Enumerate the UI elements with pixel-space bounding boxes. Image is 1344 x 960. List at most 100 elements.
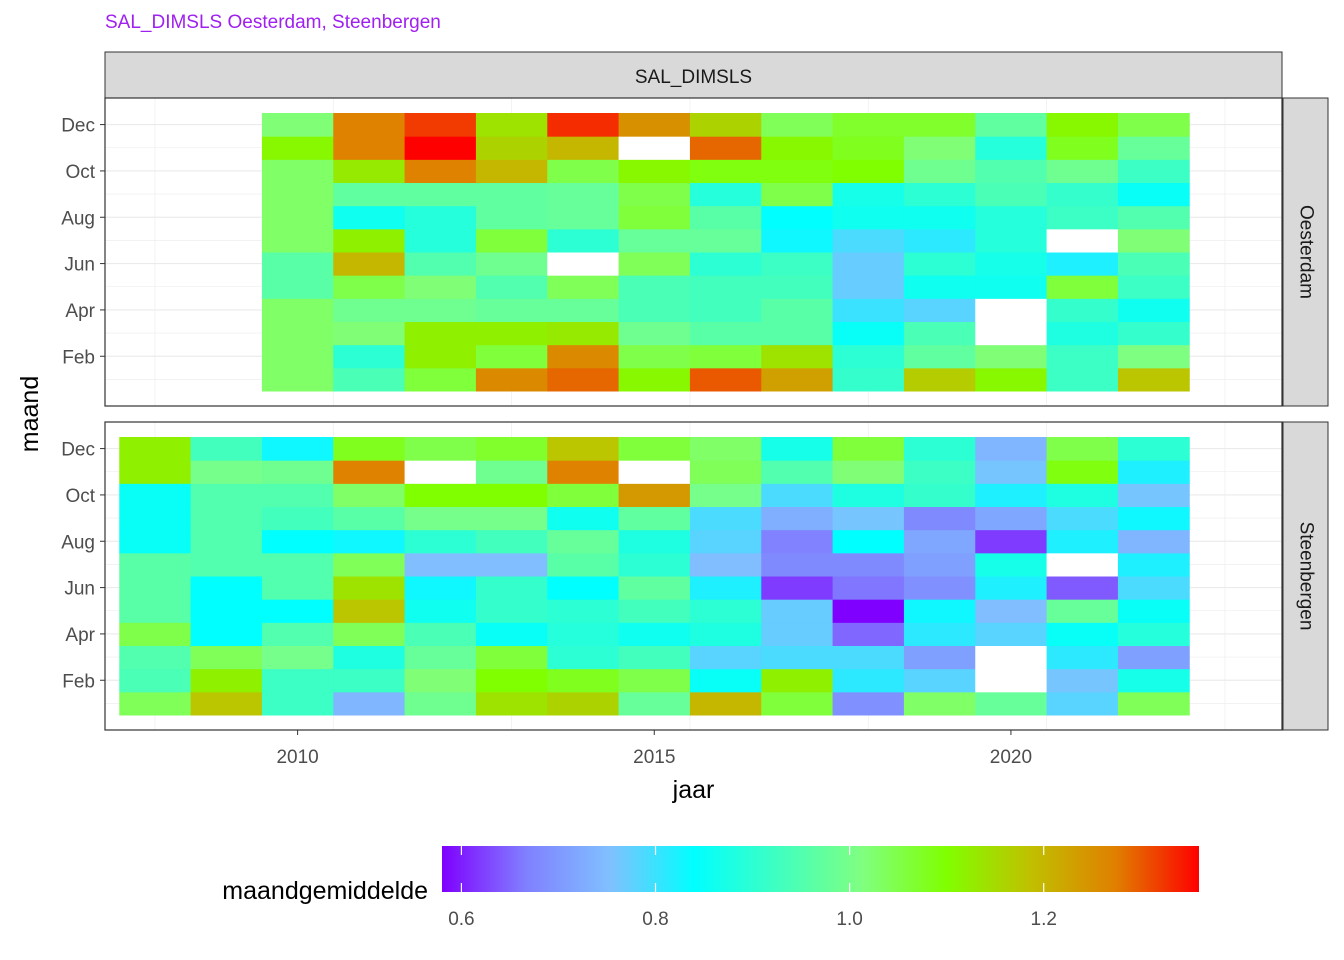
heatmap-cell [832, 275, 905, 299]
heatmap-cell [903, 622, 976, 646]
heatmap-cell [547, 529, 620, 554]
heatmap-cell [1117, 599, 1190, 623]
heatmap-cell [689, 159, 762, 183]
heatmap-cell [547, 321, 620, 346]
heatmap-cell [261, 159, 334, 183]
heatmap-cell [404, 113, 477, 137]
heatmap-cell [975, 136, 1048, 160]
heatmap-cell [404, 483, 477, 507]
heatmap-cell [832, 668, 905, 693]
heatmap-cell [975, 552, 1048, 577]
heatmap-cell [475, 252, 548, 276]
heatmap-cell [832, 437, 905, 461]
heatmap-cell [761, 645, 834, 670]
heatmap-cell [1046, 599, 1119, 623]
heatmap-cell [975, 298, 1048, 322]
heatmap-cell [1046, 437, 1119, 461]
heatmap-cell [190, 460, 263, 484]
heatmap-cell [903, 599, 976, 623]
heatmap-cell [261, 483, 334, 507]
heatmap-cell [618, 113, 691, 137]
heatmap-cell [261, 182, 334, 207]
heatmap-cell [547, 182, 620, 207]
heatmap-cell [903, 668, 976, 693]
heatmap-cell [190, 691, 263, 716]
facet-strip-right [1282, 97, 1329, 407]
heatmap-cell [689, 599, 762, 623]
heatmap-cell [761, 483, 834, 507]
heatmap-cell [832, 483, 905, 507]
heatmap-cell [475, 622, 548, 646]
y-tick-label: Apr [65, 625, 95, 646]
heatmap-cell [975, 691, 1048, 716]
heatmap-cell [475, 113, 548, 137]
heatmap-cell [903, 552, 976, 577]
legend-tick-label: 1.2 [1031, 909, 1057, 930]
heatmap-cell [903, 483, 976, 507]
y-tick-label: Dec [61, 440, 95, 461]
heatmap-cell [1046, 506, 1119, 531]
heatmap-cell [761, 136, 834, 160]
heatmap-cell [618, 622, 691, 646]
heatmap-cell [618, 668, 691, 693]
heatmap-cell [475, 275, 548, 299]
heatmap-cell [618, 645, 691, 670]
heatmap-cell [261, 205, 334, 230]
heatmap-cell [832, 552, 905, 577]
legend-tick-label: 0.8 [642, 909, 668, 930]
heatmap-cell [618, 691, 691, 716]
heatmap-cell [618, 252, 691, 276]
heatmap-cell [261, 437, 334, 461]
heatmap-cell [832, 691, 905, 716]
heatmap-cell [1046, 159, 1119, 183]
heatmap-cell [761, 159, 834, 183]
heatmap-cell [832, 228, 905, 253]
heatmap-cell [119, 668, 192, 693]
heatmap-cell [333, 275, 406, 299]
heatmap-cell [618, 576, 691, 600]
heatmap-cell [333, 645, 406, 670]
y-tick-label: Jun [64, 255, 95, 276]
heatmap-cell [333, 113, 406, 137]
heatmap-cell [832, 460, 905, 484]
heatmap-cell [119, 622, 192, 646]
heatmap-cell [975, 622, 1048, 646]
heatmap-cell [903, 252, 976, 276]
heatmap-cell [618, 298, 691, 322]
heatmap-cell [261, 668, 334, 693]
legend-colorbar [442, 846, 1199, 892]
y-tick-label: Feb [62, 671, 95, 692]
heatmap-cell [689, 483, 762, 507]
heatmap-cell [689, 622, 762, 646]
heatmap-cell [333, 298, 406, 322]
heatmap-cell [547, 344, 620, 369]
heatmap-cell [761, 321, 834, 346]
heatmap-cell [261, 691, 334, 716]
heatmap-cell [975, 159, 1048, 183]
heatmap-cell [547, 483, 620, 507]
heatmap-cell [903, 506, 976, 531]
heatmap-cell [404, 576, 477, 600]
heatmap-cell [689, 136, 762, 160]
heatmap-cell [404, 205, 477, 230]
heatmap-cell [1117, 460, 1190, 484]
heatmap-cell [1117, 691, 1190, 716]
heatmap-cell [261, 275, 334, 299]
heatmap-cell [832, 298, 905, 322]
heatmap-cell [547, 275, 620, 299]
heatmap-cell [547, 113, 620, 137]
heatmap-cell [761, 205, 834, 230]
heatmap-cell [261, 599, 334, 623]
heatmap-cell [1046, 275, 1119, 299]
heatmap-cell [547, 205, 620, 230]
heatmap-cell [547, 252, 620, 276]
x-tick-label: 2020 [990, 747, 1032, 768]
heatmap-cell [547, 622, 620, 646]
heatmap-cell [832, 506, 905, 531]
heatmap-cell [404, 460, 477, 484]
heatmap-cell [1117, 483, 1190, 507]
heatmap-cell [333, 506, 406, 531]
heatmap-cell [119, 506, 192, 531]
heatmap-cell [975, 321, 1048, 346]
heatmap-cell [404, 321, 477, 346]
